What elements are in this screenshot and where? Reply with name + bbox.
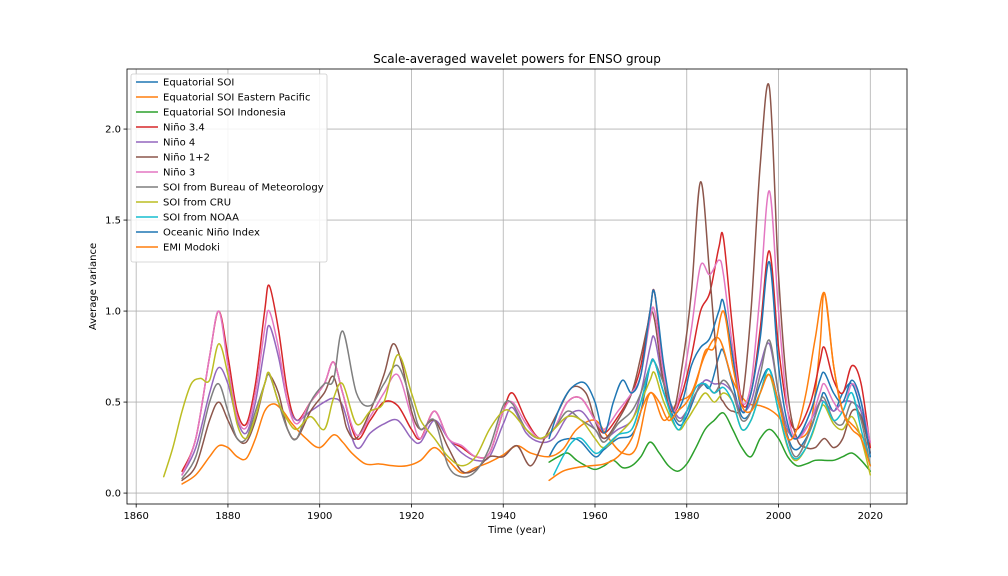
series-layer xyxy=(162,83,872,485)
legend: Equatorial SOI Equatorial SOI Eastern Pac… xyxy=(130,73,328,263)
legend-label: Equatorial SOI Indonesia xyxy=(163,108,286,119)
x-tick-label: 1880 xyxy=(215,511,240,522)
series-line-soi-from-noaa xyxy=(552,358,872,476)
y-tick-label: 2.0 xyxy=(105,125,121,136)
series-line-oceanic-nino-index xyxy=(548,261,872,458)
legend-label: SOI from Bureau of Meteorology xyxy=(163,183,324,194)
series-line-equatorial-soi-indonesia xyxy=(548,412,872,472)
y-tick-label: 1.5 xyxy=(105,216,121,227)
legend-label: Equatorial SOI Eastern Pacific xyxy=(163,93,310,104)
plot-frame xyxy=(126,68,908,505)
tick-layer: 1860 1880 1900 1920 1940 1960 1980 2000 2020 0.0 0… xyxy=(105,125,883,522)
y-tick-label: 0.5 xyxy=(105,398,121,409)
x-tick-label: 1900 xyxy=(307,511,332,522)
x-axis-label: Time (year) xyxy=(487,525,546,536)
legend-label: Niño 3.4 xyxy=(163,123,205,134)
y-tick-label: 0.0 xyxy=(105,489,121,500)
legend-label: Niño 3 xyxy=(163,168,195,179)
legend-label: Oceanic Niño Index xyxy=(163,228,260,239)
legend-label: SOI from CRU xyxy=(163,198,231,209)
x-tick-label: 1960 xyxy=(582,511,607,522)
legend-box xyxy=(130,73,328,263)
legend-label: Niño 4 xyxy=(163,138,195,149)
chart-title: Scale-averaged wavelet powers for ENSO g… xyxy=(373,52,661,66)
legend-label: SOI from NOAA xyxy=(163,213,239,224)
y-axis-label: Average variance xyxy=(88,243,99,330)
x-tick-label: 1980 xyxy=(674,511,699,522)
x-tick-label: 1940 xyxy=(491,511,516,522)
x-tick-label: 1920 xyxy=(399,511,424,522)
x-tick-label: 2020 xyxy=(858,511,883,522)
legend-label: EMI Modoki xyxy=(163,243,220,254)
series-line-nino-3 xyxy=(181,190,872,476)
y-tick-label: 1.0 xyxy=(105,307,121,318)
series-line-emi-modoki xyxy=(548,292,872,482)
x-tick-label: 2000 xyxy=(766,511,791,522)
legend-label: Equatorial SOI xyxy=(163,78,234,89)
legend-label: Niño 1+2 xyxy=(163,153,210,164)
x-tick-label: 1860 xyxy=(123,511,148,522)
